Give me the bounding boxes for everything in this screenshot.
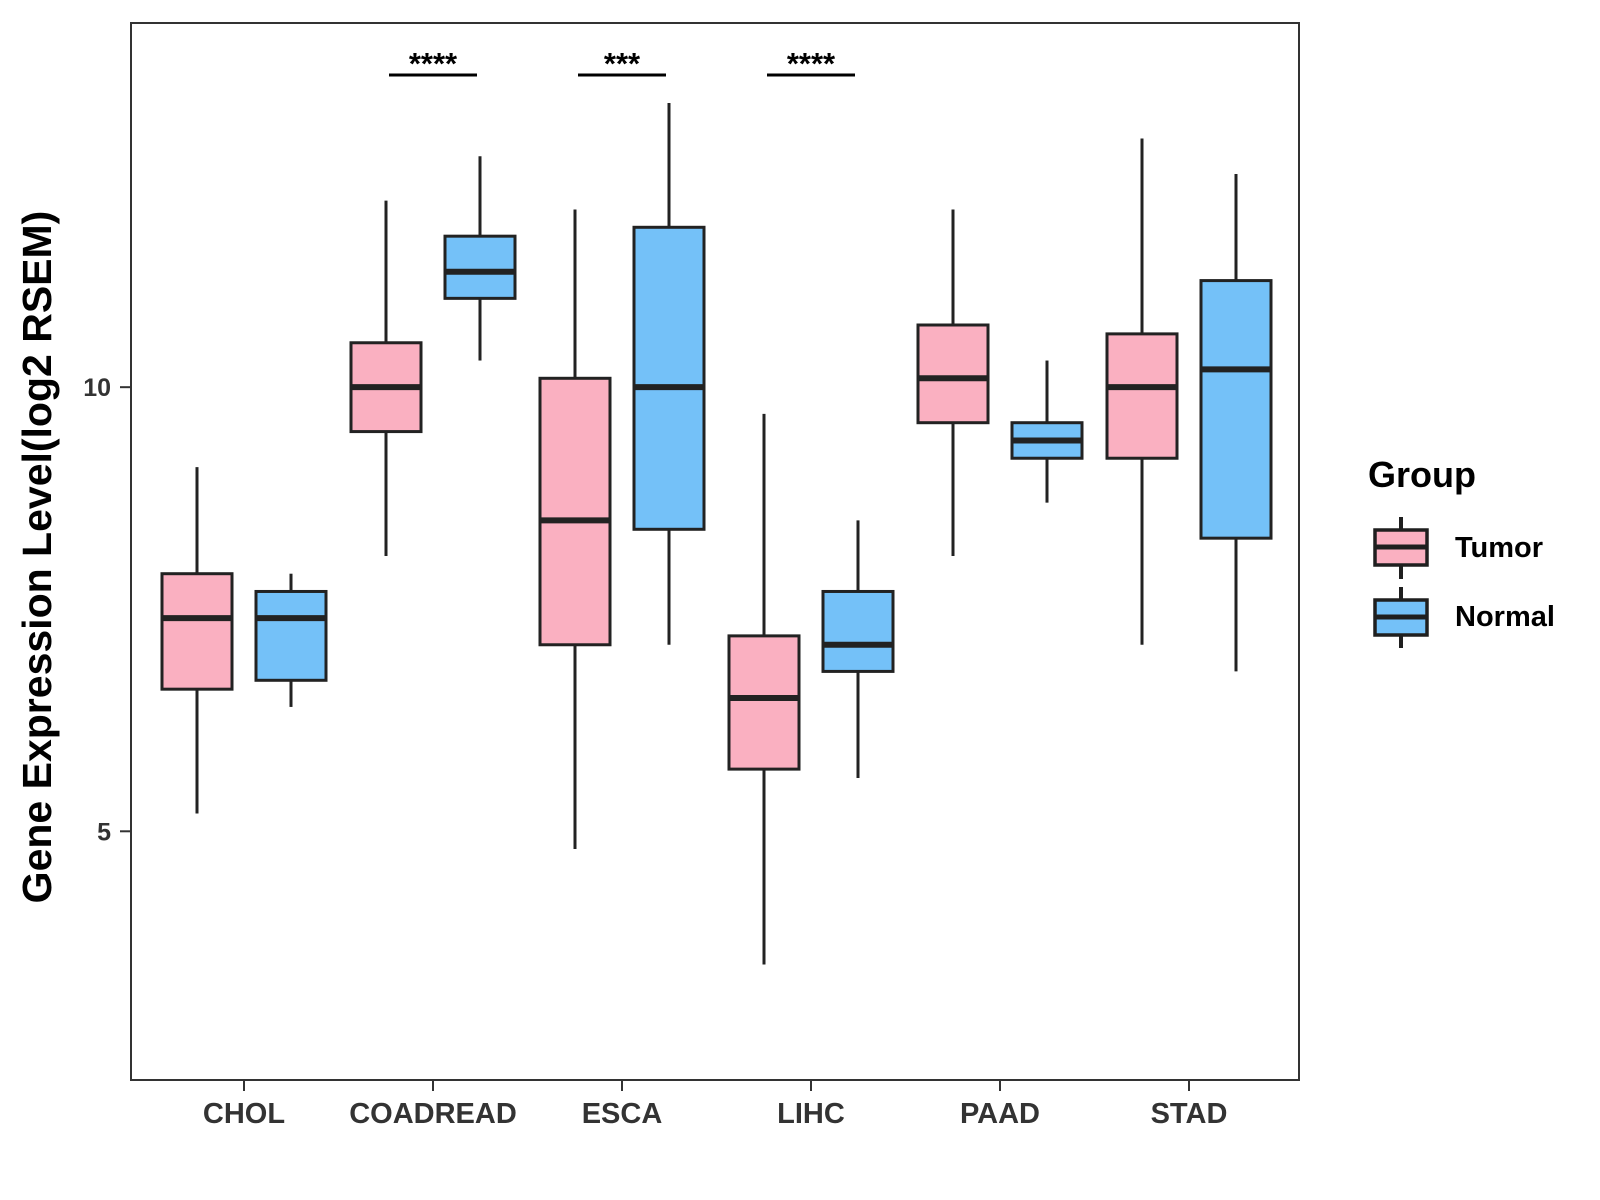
- plot-panel-border: [130, 22, 1300, 1081]
- interquartile-box: [1105, 332, 1179, 460]
- interquartile-box: [727, 634, 801, 771]
- legend: Group Tumor Normal: [1368, 454, 1555, 648]
- box-normal-stad: [1199, 174, 1273, 672]
- significance-label: ***: [604, 46, 641, 81]
- interquartile-box: [821, 589, 895, 673]
- legend-tumor-label: Tumor: [1455, 532, 1543, 564]
- x-tick-label: STAD: [1151, 1098, 1228, 1130]
- box-tumor-esca: [538, 209, 612, 850]
- interquartile-box: [443, 234, 517, 300]
- box-tumor-stad: [1105, 138, 1179, 645]
- box-normal-esca: [632, 102, 706, 645]
- box-tumor-paad: [916, 209, 990, 556]
- legend-title: Group: [1368, 454, 1476, 495]
- interquartile-box: [254, 589, 328, 682]
- significance-label: ****: [409, 46, 458, 81]
- legend-normal-label: Normal: [1455, 601, 1555, 633]
- interquartile-box: [632, 225, 706, 531]
- interquartile-box: [160, 572, 234, 691]
- box-normal-coadread: [443, 156, 517, 361]
- legend-item-tumor: Tumor: [1373, 517, 1543, 579]
- significance-label: ****: [787, 46, 836, 81]
- interquartile-box: [916, 323, 990, 425]
- x-tick-label: PAAD: [960, 1098, 1040, 1130]
- box-tumor-lihc: [727, 413, 801, 965]
- y-tick-label: 5: [97, 818, 111, 846]
- interquartile-box: [538, 376, 612, 647]
- box-tumor-coadread: [349, 200, 423, 556]
- legend-item-normal: Normal: [1373, 587, 1555, 648]
- x-tick-label: CHOL: [203, 1098, 285, 1130]
- y-axis-label: Gene Expression Level(log2 RSEM): [14, 211, 60, 904]
- x-tick-label: LIHC: [777, 1098, 845, 1130]
- x-tick-label: ESCA: [582, 1098, 663, 1130]
- x-tick-label: COADREAD: [349, 1098, 517, 1130]
- y-tick-label: 10: [83, 374, 111, 402]
- box-normal-paad: [1010, 360, 1084, 503]
- box-tumor-chol: [160, 467, 234, 814]
- interquartile-box: [1199, 279, 1273, 540]
- box-normal-lihc: [821, 520, 895, 778]
- box-normal-chol: [254, 573, 328, 707]
